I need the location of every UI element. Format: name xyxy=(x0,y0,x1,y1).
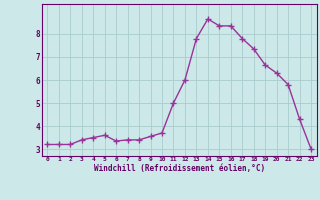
X-axis label: Windchill (Refroidissement éolien,°C): Windchill (Refroidissement éolien,°C) xyxy=(94,164,265,173)
